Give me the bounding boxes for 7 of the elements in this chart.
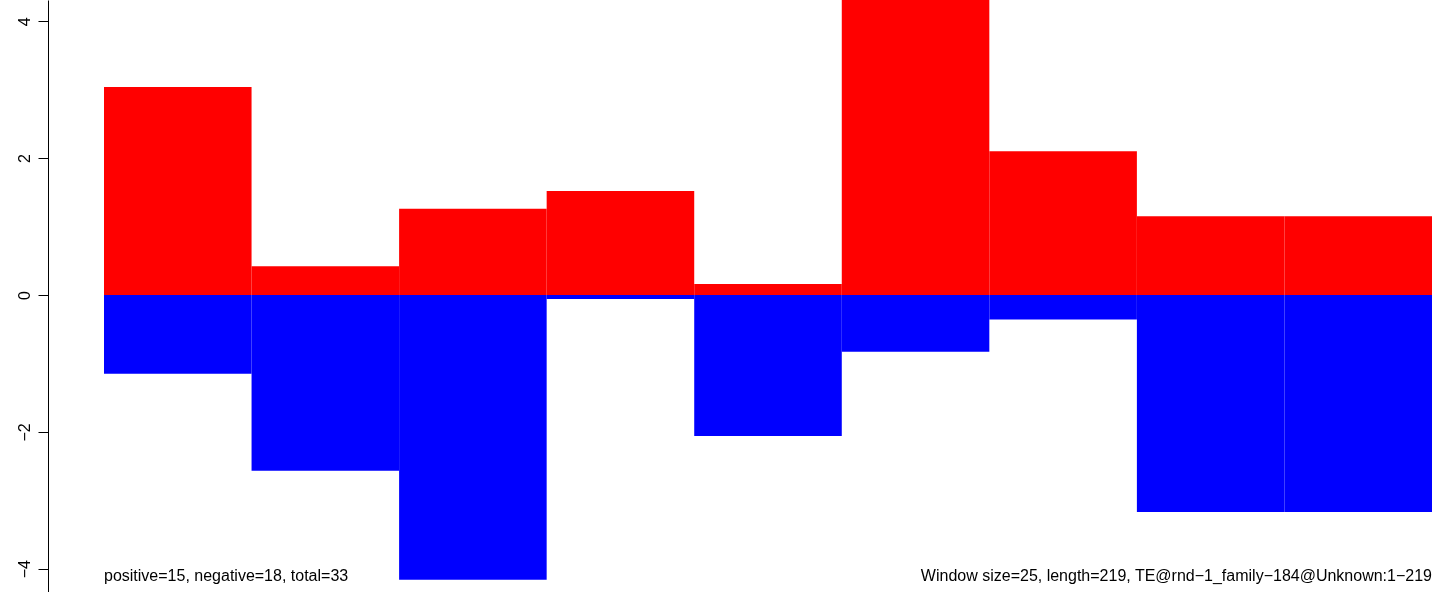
y-tick-label: 4	[15, 17, 33, 27]
annotation: Window size=25, length=219, TE@rnd−1_family−184@Unknown:1−219	[920, 567, 1433, 585]
y-tick-label: 0	[15, 290, 33, 300]
y-tick-label: 2	[15, 154, 33, 164]
y-tick-label: −4	[15, 560, 33, 579]
annotation: positive=15, negative=18, total=33	[104, 567, 349, 584]
y-tick-label: −2	[15, 423, 33, 442]
